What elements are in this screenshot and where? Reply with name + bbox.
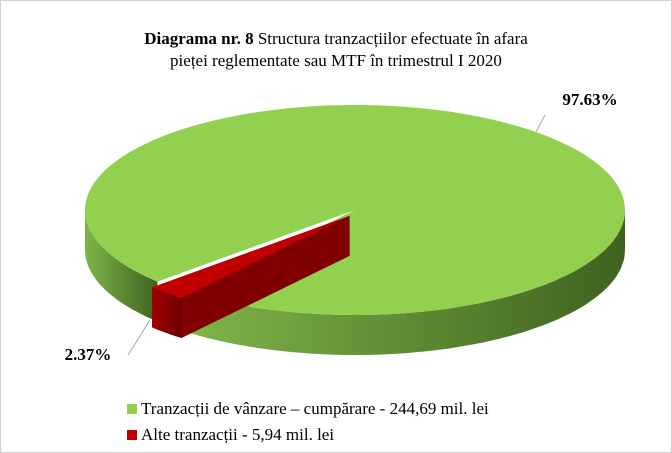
chart-title: Diagrama nr. 8 Structura tranzacțiilor e… bbox=[144, 29, 528, 48]
leader-line bbox=[535, 114, 546, 133]
legend-label: Tranzacții de vânzare – cumpărare - 244,… bbox=[141, 399, 489, 418]
legend-label: Alte tranzacții - 5,94 mil. lei bbox=[141, 425, 334, 444]
legend-swatch bbox=[127, 404, 137, 414]
slice-side bbox=[85, 210, 158, 322]
legend-swatch bbox=[127, 430, 137, 440]
pie-slice bbox=[85, 105, 625, 355]
slice-top bbox=[85, 105, 625, 315]
data-label: 97.63% bbox=[562, 90, 617, 109]
slice-side bbox=[152, 287, 182, 338]
pie-slice bbox=[151, 215, 350, 339]
slice-top bbox=[152, 215, 350, 298]
slice-side bbox=[186, 210, 625, 355]
chart-title: pieței reglementate sau MTF în trimestru… bbox=[170, 51, 502, 70]
slice-wall bbox=[151, 215, 350, 328]
leader-line bbox=[127, 319, 151, 356]
title-line: Structura tranzacțiilor efectuate în afa… bbox=[258, 29, 528, 48]
data-label: 2.37% bbox=[65, 345, 112, 364]
title-number: Diagrama nr. 8 bbox=[144, 29, 253, 48]
